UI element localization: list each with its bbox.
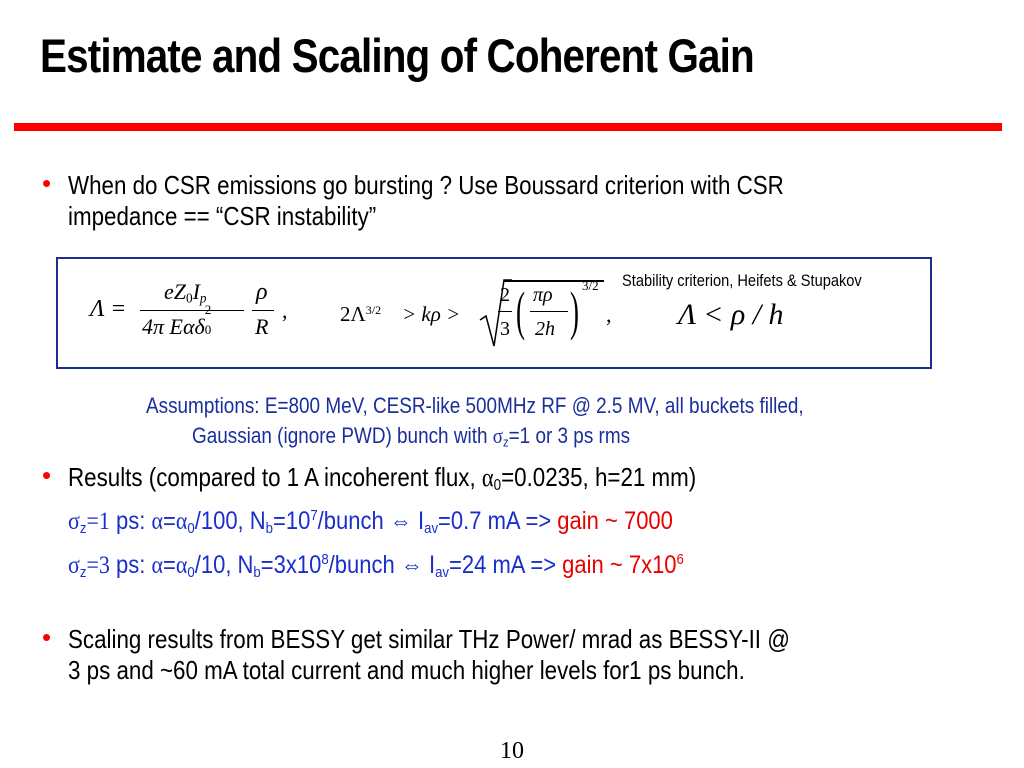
eq1-comma: , <box>282 298 288 323</box>
stability-criterion-label: Stability criterion, Heifets & Stupakov <box>622 271 862 290</box>
result-line-2: σz=3 ps: α=α0/10, Nb=3x108/bunch ⇔ Iav=2… <box>68 551 684 581</box>
eq2-paren-open: ( <box>516 281 525 341</box>
eq1-r: R <box>255 314 269 339</box>
alpha0-symbol: α <box>175 508 188 535</box>
alpha0-sub: 0 <box>187 519 195 537</box>
eq2-paren-bar <box>530 311 568 312</box>
per-bunch: /bunch <box>328 551 401 579</box>
assumptions-line-2: Gaussian (ignore PWD) bunch with σz=1 or… <box>192 422 630 455</box>
equals: = <box>162 507 176 535</box>
double-arrow-icon: ⇔ <box>400 551 423 579</box>
bullet-scaling: • Scaling results from BESSY get similar… <box>42 622 907 686</box>
n-sup: 7 <box>310 507 318 524</box>
bullet-line-2-a: impedance == <box>68 201 216 231</box>
alpha-symbol: α <box>151 508 163 535</box>
eq1-rho-bar <box>252 310 274 311</box>
eq2-mid: > kρ > <box>402 302 461 326</box>
eq2-left: 2Λ3/2 <box>340 302 381 327</box>
eq1-num-sub: 0 <box>186 290 193 306</box>
ratio-text: /100, N <box>194 507 266 535</box>
eq2-sqrt-bar <box>504 280 604 282</box>
assumptions-text: Gaussian (ignore PWD) bunch with <box>192 423 493 448</box>
sigma-sub: z <box>79 519 87 537</box>
bullet-marker: • <box>42 460 52 490</box>
bullet-line-2: impedance == “CSR instability” <box>68 201 784 232</box>
i-label: I <box>411 507 425 535</box>
sigma-sub: z <box>502 434 509 450</box>
page-number: 10 <box>500 738 524 764</box>
ps-label: ps: <box>109 507 152 535</box>
scaling-line-2: 3 ps and ~60 mA total current and much h… <box>68 655 745 685</box>
sigma-value: =3 <box>86 552 110 579</box>
eq1-lhs: Λ = <box>90 296 127 322</box>
eq2-lambda: 2Λ <box>340 302 366 326</box>
sigma-symbol: σ <box>68 508 80 535</box>
equals: = <box>162 551 176 579</box>
n-sub: b <box>253 563 261 581</box>
gain-sup: 6 <box>676 551 684 568</box>
n-value: =3x10 <box>260 551 322 579</box>
eq2-sup: 3/2 <box>365 302 382 317</box>
bullet-results: • Results (compared to 1 A incoherent fl… <box>42 460 799 501</box>
equation-box <box>56 257 932 369</box>
i-value: =24 mA => <box>449 551 563 579</box>
scaling-line-1: Scaling results from BESSY get similar T… <box>68 624 790 654</box>
alpha0-symbol: α <box>175 552 188 579</box>
i-value: =0.7 mA => <box>438 507 558 535</box>
assumptions-line-1: Assumptions: E=800 MeV, CESR-like 500MHz… <box>146 393 804 418</box>
double-arrow-icon: ⇔ <box>389 507 412 535</box>
eq2-frac-bar <box>498 311 512 312</box>
bullet-csr-bursting: • When do CSR emissions go bursting ? Us… <box>42 168 900 232</box>
i-sub: av <box>435 563 450 581</box>
gain-value: gain ~ 7x10 <box>562 551 677 579</box>
eq1-den: 4π Eαδ <box>142 314 205 339</box>
gain-value: gain ~ 7000 <box>557 507 673 535</box>
alpha-symbol: α <box>481 463 494 492</box>
i-sub: av <box>424 519 439 537</box>
bullet-marker: • <box>42 622 52 652</box>
result-line-1: σz=1 ps: α=α0/100, Nb=107/bunch ⇔ Iav=0.… <box>68 507 673 537</box>
eq1-num-p: p <box>199 290 207 306</box>
results-text-b: =0.0235, h=21 mm) <box>501 462 697 492</box>
assumptions-rms: =1 or 3 ps rms <box>508 423 631 448</box>
eq1-rho: ρ <box>256 279 268 305</box>
slide-title: Estimate and Scaling of Coherent Gain <box>40 29 755 82</box>
eq2-sqrt-sign <box>479 279 512 347</box>
alpha0-sub: 0 <box>187 563 195 581</box>
alpha-symbol: α <box>151 552 163 579</box>
eq1-denominator: 4π Eαδ 2 0 <box>142 302 211 340</box>
eq2-paren-num: πρ <box>533 284 553 306</box>
i-label: I <box>422 551 436 579</box>
sigma-sub: z <box>79 563 87 581</box>
n-sub: b <box>265 519 274 537</box>
n-value: =10 <box>273 507 311 535</box>
sigma-symbol: σ <box>492 423 503 448</box>
eq2-paren-den: 2h <box>535 318 555 340</box>
bullet-line-1: When do CSR emissions go bursting ? Use … <box>68 170 784 200</box>
sigma-symbol: σ <box>68 552 80 579</box>
title-divider <box>14 123 1002 131</box>
eq1-num-ez: eZ <box>164 279 186 304</box>
ps-label: ps: <box>109 551 152 579</box>
eq1-den-sup: 2 <box>204 302 212 317</box>
n-sup: 8 <box>321 551 329 568</box>
eq3-criterion: Λ < ρ / h <box>678 298 784 331</box>
results-heading: Results (compared to 1 A incoherent flux… <box>68 462 696 501</box>
results-text-a: Results (compared to 1 A incoherent flux… <box>68 462 482 492</box>
eq1-num-i: I <box>192 279 200 304</box>
eq1-numerator: eZ0Ip <box>164 279 207 306</box>
bullet-line-2-b: “CSR instability” <box>215 201 377 231</box>
bullet-marker: • <box>42 168 52 198</box>
alpha-sub: 0 <box>493 476 502 494</box>
eq2-paren-close: ) <box>570 281 579 341</box>
eq1-den-sub: 0 <box>204 322 212 337</box>
eq2-exp: 3/2 <box>582 278 599 293</box>
eq2-frac-den: 3 <box>500 318 510 340</box>
sigma-value: =1 <box>86 508 110 535</box>
eq1-fraction-bar <box>140 310 244 311</box>
eq2-comma: , <box>606 302 612 327</box>
eq2-frac-num: 2 <box>500 284 510 306</box>
ratio-text: /10, N <box>194 551 254 579</box>
per-bunch: /bunch <box>317 507 390 535</box>
